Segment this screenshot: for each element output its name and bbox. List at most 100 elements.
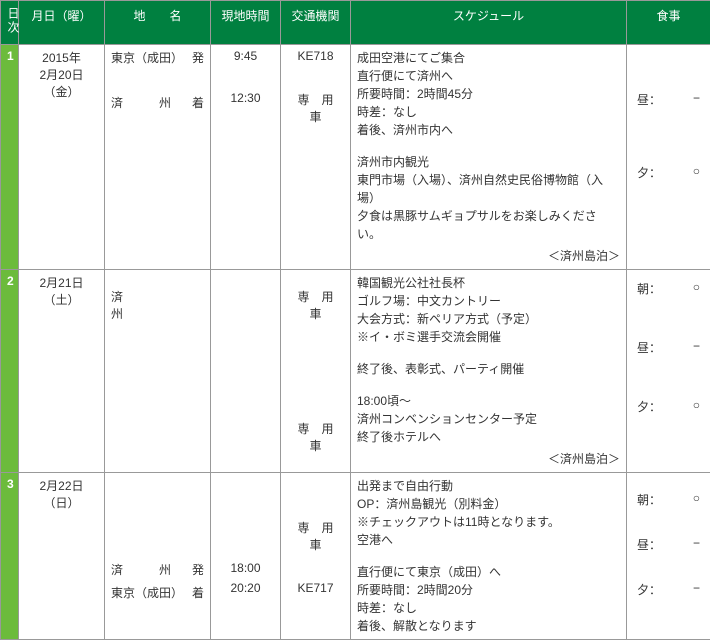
itinerary-table: 日次 月日（曜） 地 名 現地時間 交通機関 スケジュール 食事 1 2015年… (0, 0, 710, 640)
sched-line: 夕食は黒豚サムギョプサルをお楽しみください。 (357, 207, 620, 243)
meal-bf-val: ○ (693, 280, 700, 297)
meal-dinner-val: − (693, 581, 700, 598)
meal-bf-label: 朝： (637, 491, 661, 508)
transport-car: 専 用 車 (287, 420, 344, 454)
date-md: 2月20日 (25, 66, 98, 83)
meal-lunch-val: − (693, 339, 700, 356)
meal-lunch-label: 昼： (637, 339, 661, 356)
header-transport: 交通機関 (281, 1, 351, 45)
transport-cell: KE718 専 用 車 (281, 45, 351, 270)
transport-cell: 専 用 車 専 用 車 (281, 270, 351, 473)
meal-cell: 昼： − 夕： ○ (627, 45, 710, 270)
table-header: 日次 月日（曜） 地 名 現地時間 交通機関 スケジュール 食事 (1, 1, 710, 45)
schedule-cell: 成田空港にてご集合 直行便にて済州へ 所要時間：2時間45分 時差：なし 着後、… (351, 45, 627, 270)
date-cell: 2015年 2月20日 （金） (19, 45, 105, 270)
date-md: 2月21日 (25, 274, 98, 291)
time-dep: 9:45 (217, 49, 274, 63)
meal-bf-label: 朝： (637, 280, 661, 297)
date-year: 2015年 (25, 49, 98, 66)
place-to: 済 州 (111, 94, 171, 111)
meal-lunch-label: 昼： (637, 91, 661, 108)
schedule-cell: 韓国観光公社社長杯 ゴルフ場：中文カントリー 大会方式：新ペリア方式（予定） ※… (351, 270, 627, 473)
sched-line: ※イ・ボミ選手交流会開催 (357, 328, 620, 346)
meal-dinner-label: 夕： (637, 581, 661, 598)
sched-line: 直行便にて済州へ (357, 67, 620, 85)
sched-line: 成田空港にてご集合 (357, 49, 620, 67)
place-cell: 東京（成田） 発 済 州 着 (105, 45, 211, 270)
sched-line: 済州市内観光 (357, 153, 620, 171)
date-md: 2月22日 (25, 477, 98, 494)
day-number: 3 (1, 473, 19, 640)
time-dep: 18:00 (217, 561, 274, 575)
sched-line: OP：済州島観光（別料金） (357, 495, 620, 513)
time-arr: 20:20 (217, 581, 274, 595)
sched-line: 着後、解散となります (357, 617, 620, 635)
sched-line: 東門市場（入場）、済州自然史民俗博物館（入場） (357, 171, 620, 207)
header-time: 現地時間 (211, 1, 281, 45)
sched-line: 着後、済州市内へ (357, 121, 620, 139)
sched-line: 空港へ (357, 531, 620, 549)
meal-dinner-label: 夕： (637, 398, 661, 415)
time-arr: 12:30 (217, 91, 274, 105)
date-dow: （土） (25, 291, 98, 308)
place-to: 東京（成田） (111, 584, 183, 601)
time-cell (211, 270, 281, 473)
table-row: 2 2月21日 （土） 済 州 専 用 車 専 用 車 韓国観光公社社長杯 ゴル… (1, 270, 710, 473)
sched-line: 終了後ホテルへ (357, 428, 620, 446)
meal-cell: 朝： ○ 昼： − 夕： − (627, 473, 710, 640)
date-cell: 2月22日 （日） (19, 473, 105, 640)
sched-line: 出発まで自由行動 (357, 477, 620, 495)
stay-note: ＜済州島泊＞ (357, 247, 620, 265)
sched-line: 終了後、表彰式、パーティ開催 (357, 360, 620, 378)
schedule-cell: 出発まで自由行動 OP：済州島観光（別料金） ※チェックアウトは11時となります… (351, 473, 627, 640)
meal-dinner-val: ○ (693, 398, 700, 415)
place-from: 東京（成田） (111, 49, 183, 66)
meal-lunch-val: − (693, 536, 700, 553)
date-cell: 2月21日 （土） (19, 270, 105, 473)
sched-line: ゴルフ場：中文カントリー (357, 292, 620, 310)
sched-line: 18:00頃～ (357, 392, 620, 410)
header-date: 月日（曜） (19, 1, 105, 45)
meal-lunch-label: 昼： (637, 536, 661, 553)
transport-flight: KE718 (287, 49, 344, 63)
place-city: 済 州 (111, 288, 204, 322)
header-meal: 食事 (627, 1, 710, 45)
sched-line: 所要時間：2時間45分 (357, 85, 620, 103)
time-cell: 9:45 12:30 (211, 45, 281, 270)
transport-car: 専 用 車 (287, 519, 344, 553)
header-schedule: スケジュール (351, 1, 627, 45)
meal-lunch-val: − (693, 91, 700, 108)
transport-car: 専 用 車 (287, 91, 344, 125)
table-row: 1 2015年 2月20日 （金） 東京（成田）発 済 州着 9:45 12:3… (1, 45, 710, 270)
date-dow: （日） (25, 494, 98, 511)
place-arr: 着 (192, 584, 204, 601)
header-place: 地 名 (105, 1, 211, 45)
stay-note: ＜済州島泊＞ (357, 450, 620, 468)
transport-cell: 専 用 車 KE717 (281, 473, 351, 640)
place-cell: 済 州 (105, 270, 211, 473)
sched-line: 韓国観光公社社長杯 (357, 274, 620, 292)
meal-dinner-val: ○ (693, 164, 700, 181)
header-day: 日次 (1, 1, 19, 45)
meal-cell: 朝： ○ 昼： − 夕： ○ (627, 270, 710, 473)
sched-line: 時差：なし (357, 599, 620, 617)
place-cell: 済 州 発 東京（成田） 着 (105, 473, 211, 640)
meal-dinner-label: 夕： (637, 164, 661, 181)
sched-line: ※チェックアウトは11時となります。 (357, 513, 620, 531)
sched-line: 済州コンベンションセンター予定 (357, 410, 620, 428)
sched-line: 所要時間：2時間20分 (357, 581, 620, 599)
place-dep: 発 (192, 561, 204, 578)
date-dow: （金） (25, 83, 98, 100)
place-arr: 着 (192, 94, 204, 111)
table-row: 3 2月22日 （日） 済 州 発 東京（成田） 着 18:00 20:20 専 用… (1, 473, 710, 640)
sched-line: 大会方式：新ペリア方式（予定） (357, 310, 620, 328)
transport-car: 専 用 車 (287, 288, 344, 322)
time-cell: 18:00 20:20 (211, 473, 281, 640)
day-number: 2 (1, 270, 19, 473)
meal-bf-val: ○ (693, 491, 700, 508)
sched-line: 時差：なし (357, 103, 620, 121)
sched-line: 直行便にて東京（成田）へ (357, 563, 620, 581)
place-from: 済 州 (111, 561, 171, 578)
transport-flight: KE717 (287, 581, 344, 595)
place-dep: 発 (192, 49, 204, 66)
